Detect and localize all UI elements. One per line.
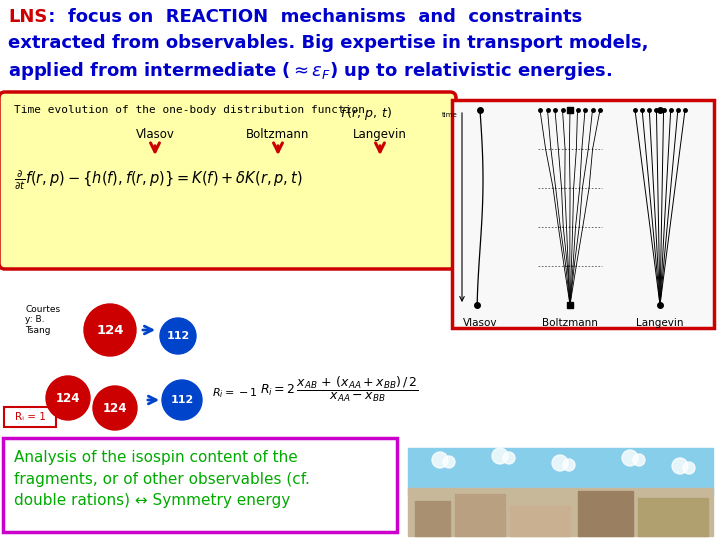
Circle shape xyxy=(432,452,448,468)
Text: Courtes
y: B.
Tsang: Courtes y: B. Tsang xyxy=(25,305,60,335)
FancyBboxPatch shape xyxy=(3,438,397,532)
Text: 112: 112 xyxy=(171,395,194,405)
Text: 124: 124 xyxy=(103,402,127,415)
Text: Analysis of the isospin content of the
fragments, or of other observables (cf.
d: Analysis of the isospin content of the f… xyxy=(14,450,310,508)
Text: :  focus on  REACTION  mechanisms  and  constraints: : focus on REACTION mechanisms and const… xyxy=(42,8,582,26)
Text: $R_i = 2\,\dfrac{x_{AB}\,+\,(x_{AA}+x_{BB})\,/\,2}{x_{AA}-x_{BB}}$: $R_i = 2\,\dfrac{x_{AB}\,+\,(x_{AA}+x_{B… xyxy=(260,375,419,404)
Text: Boltzmann: Boltzmann xyxy=(542,318,598,328)
Text: 124: 124 xyxy=(96,323,124,336)
Circle shape xyxy=(443,456,455,468)
Text: $R_i = -1$: $R_i = -1$ xyxy=(212,386,258,400)
Bar xyxy=(408,488,713,536)
Circle shape xyxy=(84,304,136,356)
Text: extracted from observables. Big expertise in transport models,: extracted from observables. Big expertis… xyxy=(8,34,649,52)
Text: 124: 124 xyxy=(55,392,80,404)
Circle shape xyxy=(672,458,688,474)
Circle shape xyxy=(683,462,695,474)
Text: Vlasov: Vlasov xyxy=(463,318,498,328)
Bar xyxy=(510,506,570,536)
Circle shape xyxy=(46,376,90,420)
Bar xyxy=(455,494,505,536)
FancyBboxPatch shape xyxy=(4,407,56,427)
Circle shape xyxy=(622,450,638,466)
Circle shape xyxy=(93,386,137,430)
Text: Boltzmann: Boltzmann xyxy=(246,128,310,141)
Text: $f\,(r,\,p,\,t)$: $f\,(r,\,p,\,t)$ xyxy=(340,105,392,122)
Text: applied from intermediate ($\approx\varepsilon_F$) up to relativistic energies.: applied from intermediate ($\approx\vare… xyxy=(8,60,613,82)
Circle shape xyxy=(633,454,645,466)
Bar xyxy=(578,491,633,536)
Text: LNS: LNS xyxy=(8,8,48,26)
Text: $\frac{\partial}{\partial t}f(r,p)-\{h(f),f(r,p)\}=K(f)+\delta K(r,p,t)$: $\frac{\partial}{\partial t}f(r,p)-\{h(f… xyxy=(14,168,302,192)
Circle shape xyxy=(160,318,196,354)
Circle shape xyxy=(503,452,515,464)
Bar xyxy=(638,498,708,536)
Text: Langevin: Langevin xyxy=(353,128,407,141)
Circle shape xyxy=(552,455,568,471)
Text: Rᵢ = 1: Rᵢ = 1 xyxy=(14,412,45,422)
Text: time: time xyxy=(442,112,458,118)
Circle shape xyxy=(492,448,508,464)
Text: Vlasov: Vlasov xyxy=(135,128,174,141)
FancyBboxPatch shape xyxy=(0,92,456,269)
Circle shape xyxy=(563,459,575,471)
Circle shape xyxy=(162,380,202,420)
Text: 112: 112 xyxy=(166,331,189,341)
FancyBboxPatch shape xyxy=(452,100,714,328)
Text: Langevin: Langevin xyxy=(636,318,684,328)
Bar xyxy=(415,501,450,536)
Bar xyxy=(408,448,713,496)
Text: Time evolution of the one-body distribution function: Time evolution of the one-body distribut… xyxy=(14,105,365,115)
